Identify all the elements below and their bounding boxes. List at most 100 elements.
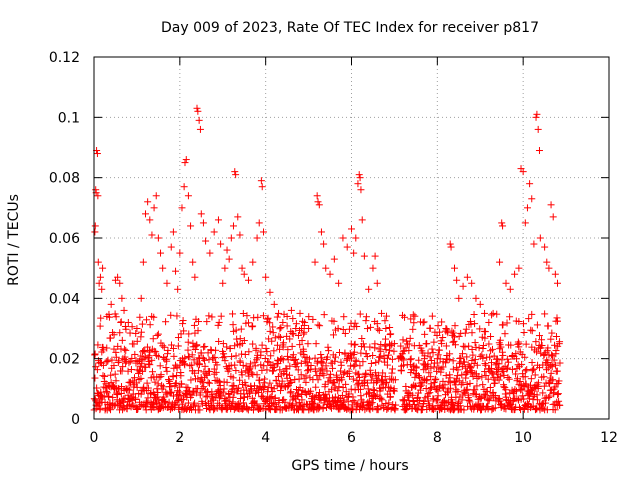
data-point [378,377,386,385]
data-point [148,356,156,364]
data-point [384,404,392,412]
data-point [114,391,122,399]
data-point [523,400,531,408]
data-point [330,378,338,386]
data-point [542,399,550,407]
data-point [533,321,541,329]
data-point [144,198,152,206]
data-point [191,273,199,281]
data-point [243,405,251,413]
data-point [547,201,555,209]
x-tick-label: 0 [90,430,99,446]
data-point [362,313,370,321]
data-point [544,344,552,352]
data-point [307,361,315,369]
data-point [350,341,358,349]
data-point [111,384,119,392]
data-point [339,326,347,334]
data-point [196,125,204,133]
data-point [330,317,338,325]
data-point [406,334,414,342]
data-point [351,319,359,327]
data-point [196,406,204,414]
data-point [225,255,233,263]
data-point [528,367,536,375]
data-point [388,369,396,377]
data-point [154,380,162,388]
data-point [460,358,468,366]
data-point [395,355,403,363]
data-point [528,327,536,335]
data-point [466,398,474,406]
data-point [292,320,300,328]
data-point [306,374,314,382]
data-point [103,312,111,320]
data-point [286,371,294,379]
data-point [195,367,203,375]
data-point [518,360,526,368]
data-point [154,234,162,242]
data-point [528,310,536,318]
data-point [189,258,197,266]
data-point [92,363,100,371]
data-point [314,402,322,410]
data-point [269,329,277,337]
data-point [377,347,385,355]
data-point [108,356,116,364]
data-point [238,371,246,379]
data-point [155,353,163,361]
data-point [325,347,333,355]
data-point [429,349,437,357]
data-point [508,365,516,373]
data-point [436,328,444,336]
data-point [376,353,384,361]
data-point [466,379,474,387]
data-point [534,379,542,387]
data-point [521,219,529,227]
data-point [382,325,390,332]
data-point [217,312,225,320]
data-point [93,150,101,158]
data-point [93,366,101,374]
data-point [187,376,195,384]
data-point [345,390,353,398]
data-point [132,329,140,337]
data-point [357,349,365,357]
data-point [288,342,296,350]
data-point [356,310,364,318]
data-point [289,330,297,338]
data-point [356,373,364,381]
data-point [195,318,203,326]
data-point [551,406,559,414]
data-point [206,249,214,257]
data-point [149,335,157,343]
data-point [424,397,432,405]
data-point [423,375,431,383]
data-point [257,177,265,185]
data-point [409,311,417,319]
data-point [205,312,213,320]
data-point [485,318,493,326]
data-point [136,313,144,321]
data-point [314,198,322,206]
data-point [223,343,231,351]
data-point [273,313,281,321]
data-point [137,328,145,336]
data-point [410,400,418,408]
data-point [533,348,541,356]
data-point [167,311,175,319]
data-point [441,381,449,389]
data-point [270,385,278,393]
data-point [357,392,365,400]
data-point [287,388,295,396]
data-point [371,252,379,260]
data-point [159,383,167,391]
data-point [554,391,562,399]
data-point [305,313,313,321]
data-point [203,318,211,326]
data-point [458,371,466,379]
data-point [287,379,295,387]
data-point [421,330,429,338]
data-point [487,332,495,340]
data-point [276,366,284,374]
